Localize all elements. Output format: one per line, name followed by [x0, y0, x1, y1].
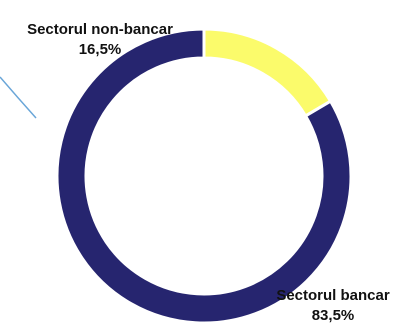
slice-label-non-bank: Sectorul non-bancar 16,5% — [5, 20, 195, 60]
donut-slices — [55, 27, 353, 325]
slice-value-non-bank: 16,5% — [78, 41, 122, 58]
donut-slice-bank — [55, 27, 353, 325]
slice-name-bank: Sectorul bancar — [276, 287, 390, 304]
donut-slice-non-bank — [202, 27, 333, 118]
decorative-accent-line — [0, 76, 37, 119]
slice-value-bank: 83,5% — [311, 307, 355, 324]
slice-name-non-bank: Sectorul non-bancar — [27, 21, 173, 38]
slice-label-bank: Sectorul bancar 83,5% — [258, 286, 406, 326]
